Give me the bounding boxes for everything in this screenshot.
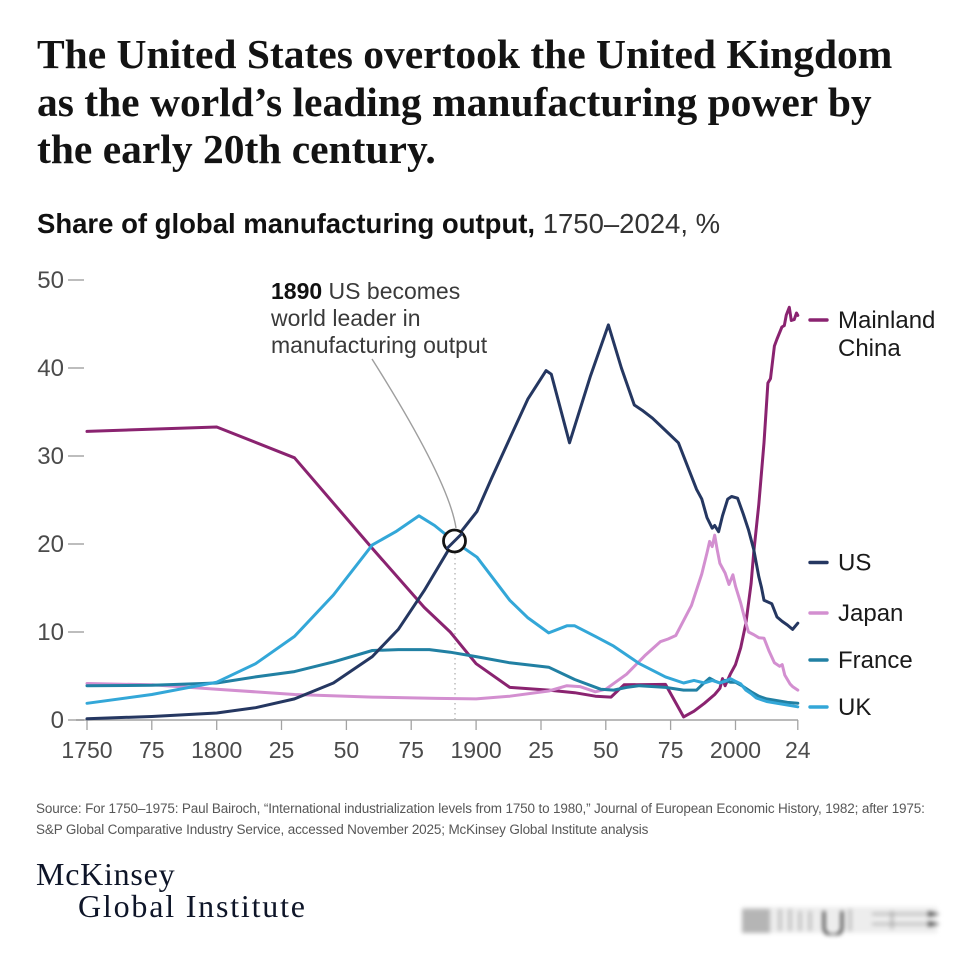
svg-text:50: 50 <box>593 737 619 763</box>
svg-text:75: 75 <box>398 737 424 763</box>
svg-text:25: 25 <box>269 737 295 763</box>
svg-text:30: 30 <box>37 443 64 470</box>
svg-text:20: 20 <box>37 531 64 558</box>
svg-text:manufacturing output: manufacturing output <box>271 332 488 358</box>
svg-text:Mainland: Mainland <box>838 307 935 334</box>
svg-text:France: France <box>838 647 913 674</box>
svg-text:75: 75 <box>658 737 684 763</box>
svg-text:40: 40 <box>37 355 64 382</box>
svg-text:75: 75 <box>139 737 165 763</box>
svg-text:1890 US becomes: 1890 US becomes <box>271 278 460 304</box>
svg-text:2000: 2000 <box>710 737 761 763</box>
svg-text:25: 25 <box>528 737 554 763</box>
svg-text:24: 24 <box>785 737 811 763</box>
svg-text:50: 50 <box>37 267 64 294</box>
svg-text:10: 10 <box>37 619 64 646</box>
svg-text:1900: 1900 <box>451 737 502 763</box>
svg-text:UK: UK <box>838 694 871 721</box>
svg-text:50: 50 <box>334 737 360 763</box>
svg-text:world leader in: world leader in <box>270 305 421 331</box>
svg-text:Japan: Japan <box>838 600 903 627</box>
svg-text:0: 0 <box>51 707 64 734</box>
svg-text:1800: 1800 <box>191 737 242 763</box>
svg-text:1750: 1750 <box>61 737 112 763</box>
svg-text:US: US <box>838 550 871 577</box>
svg-text:China: China <box>838 335 901 362</box>
